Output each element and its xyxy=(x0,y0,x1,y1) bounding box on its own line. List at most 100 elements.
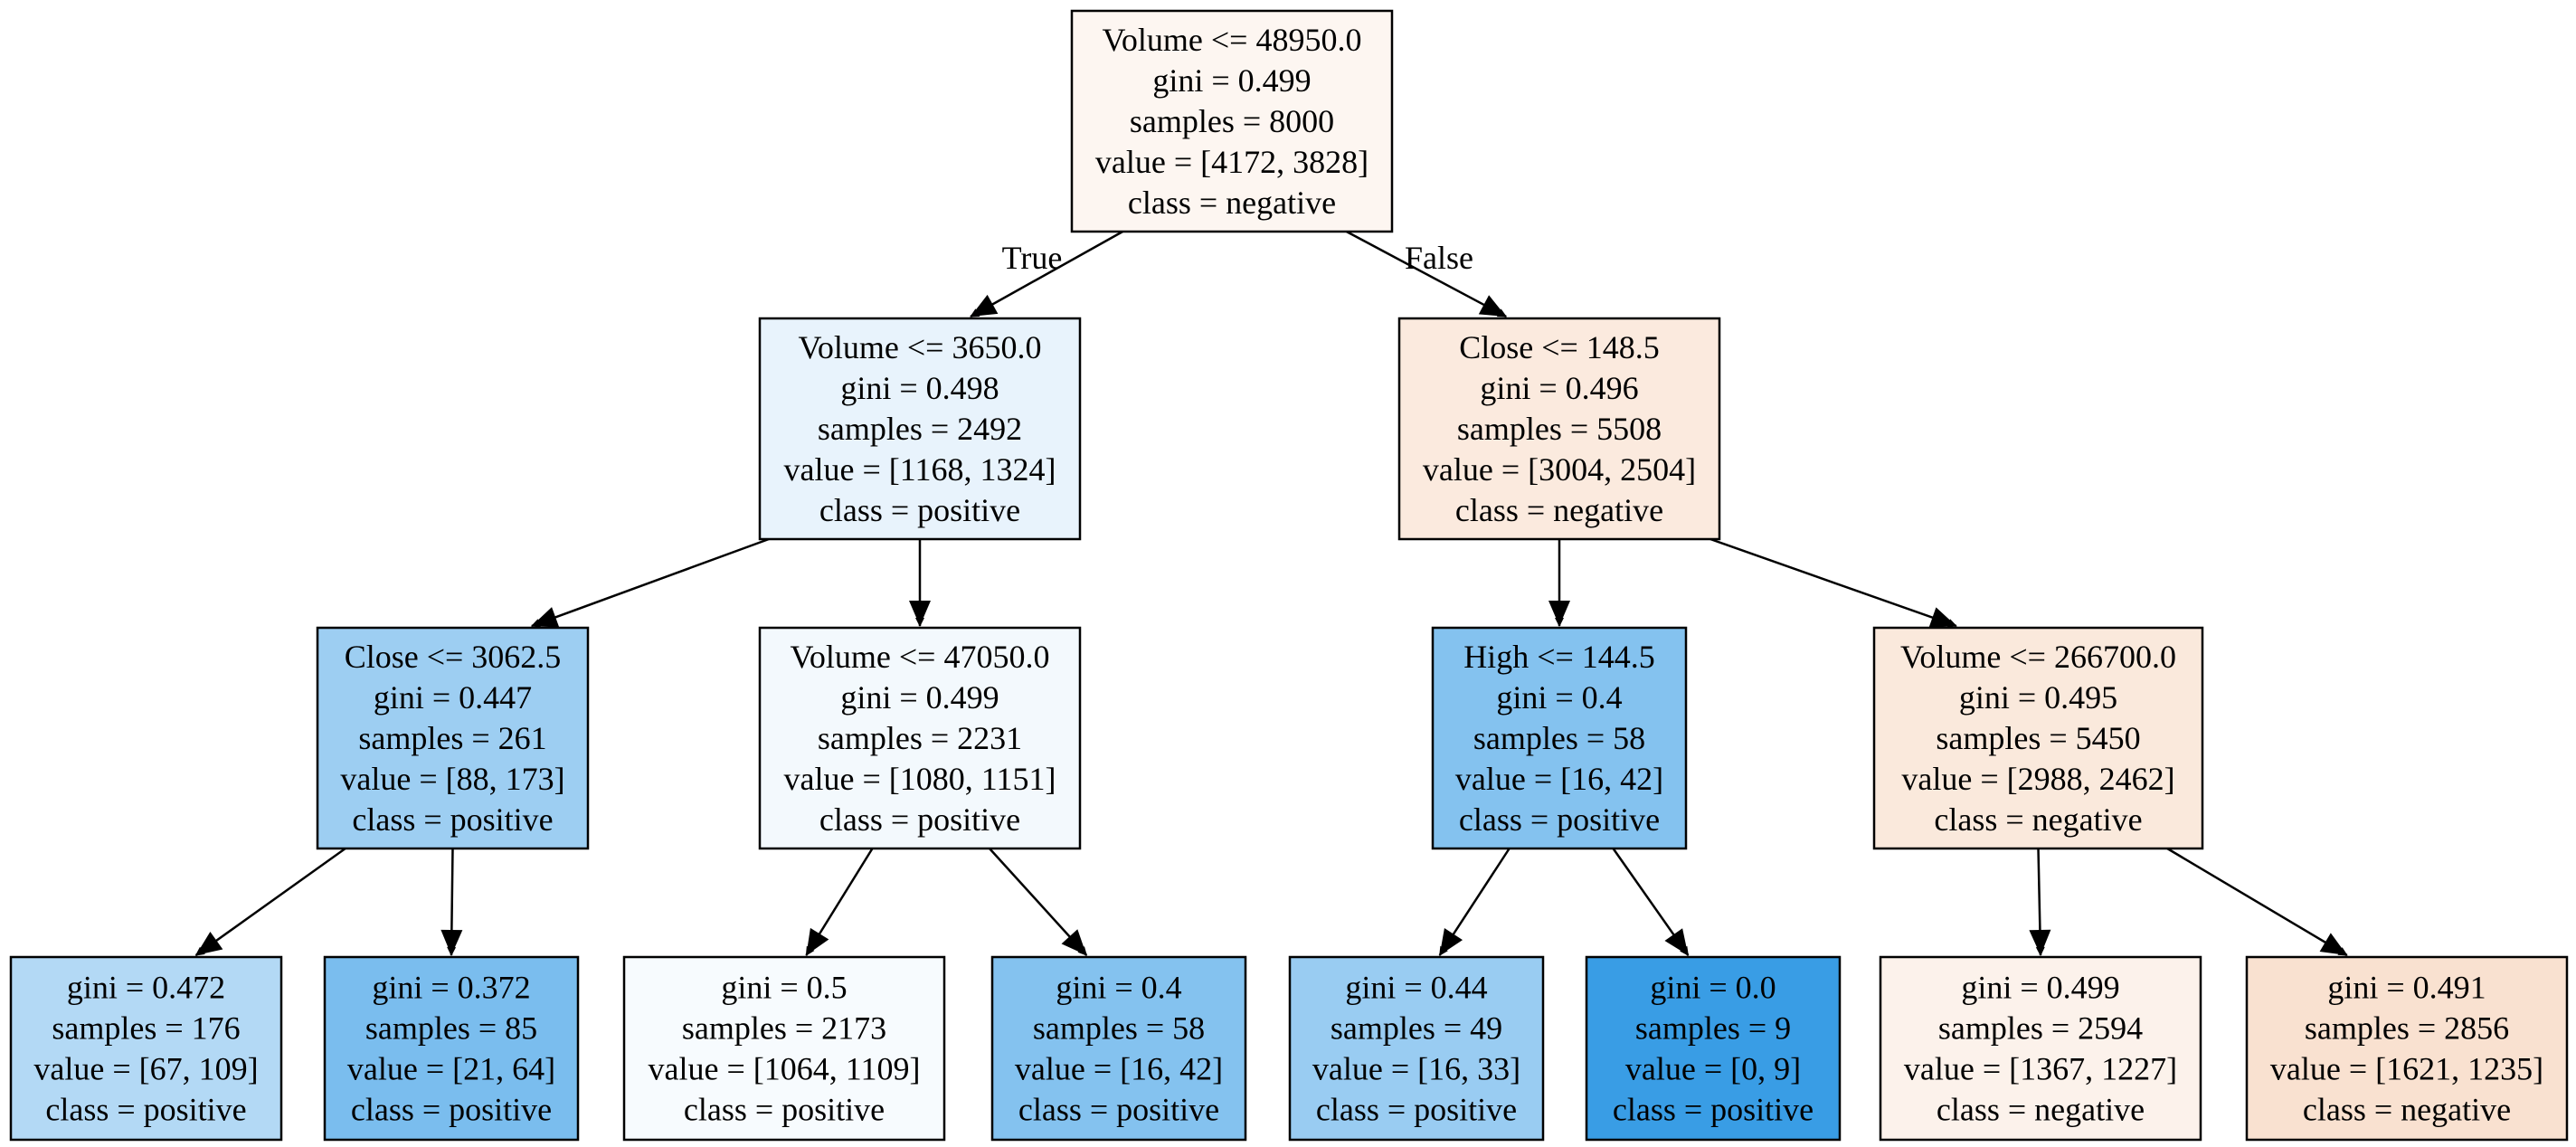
tree-node-box xyxy=(1879,955,2202,1142)
tree-node-root: Volume <= 48950.0 gini = 0.499 samples = 8… xyxy=(1070,9,1394,233)
tree-node-line: gini = 0.472 xyxy=(67,970,225,1006)
tree-node-line: class = negative xyxy=(1455,492,1663,528)
tree-node-line: Volume <= 3650.0 xyxy=(799,329,1042,365)
tree-node-line: Volume <= 266700.0 xyxy=(1900,639,2176,675)
nodes-layer: Volume <= 48950.0 gini = 0.499 samples = 8… xyxy=(9,9,2569,1142)
tree-node-line: samples = 49 xyxy=(1331,1010,1502,1047)
tree-node-line: gini = 0.499 xyxy=(1152,62,1311,99)
tree-edge-root-n2 xyxy=(1346,230,1508,318)
tree-edge-arrowhead xyxy=(195,931,223,955)
tree-node-line: samples = 9 xyxy=(1635,1010,1791,1047)
tree-node-box xyxy=(622,955,946,1142)
tree-node-line: value = [16, 42] xyxy=(1015,1051,1223,1087)
tree-node-l2: gini = 0.372 samples = 85 value = [21, 64]… xyxy=(323,955,580,1142)
tree-node-l5: gini = 0.44 samples = 49 value = [16, 33] c… xyxy=(1288,955,1545,1142)
tree-edge-arrowhead xyxy=(909,601,931,626)
tree-node-line: gini = 0.491 xyxy=(2327,970,2486,1006)
tree-node-line: samples = 5508 xyxy=(1457,411,1662,447)
tree-node-n5: High <= 144.5 gini = 0.4 samples = 58 value… xyxy=(1431,626,1688,850)
tree-node-box xyxy=(323,955,580,1142)
edge-label-true: True xyxy=(1002,240,1063,276)
tree-node-line: value = [16, 33] xyxy=(1312,1051,1520,1087)
tree-edge-arrowhead xyxy=(440,929,463,955)
tree-node-n1: Volume <= 3650.0 gini = 0.498 samples = 24… xyxy=(758,317,1082,541)
tree-node-line: gini = 0.496 xyxy=(1480,370,1638,406)
tree-edge-root-n1 xyxy=(970,230,1123,318)
tree-node-line: samples = 176 xyxy=(52,1010,240,1047)
tree-node-line: gini = 0.499 xyxy=(840,679,999,716)
tree-node-line: value = [4172, 3828] xyxy=(1095,144,1368,180)
tree-node-line: class = positive xyxy=(684,1092,885,1128)
tree-node-line: samples = 85 xyxy=(365,1010,537,1047)
tree-node-line: value = [16, 42] xyxy=(1455,761,1663,797)
tree-node-line: class = positive xyxy=(352,801,553,838)
tree-node-line: class = positive xyxy=(1459,801,1660,838)
tree-node-line: class = positive xyxy=(819,801,1020,838)
tree-node-line: class = positive xyxy=(1613,1092,1814,1128)
tree-node-line: gini = 0.5 xyxy=(721,970,847,1006)
tree-edge-arrowhead xyxy=(1478,295,1507,317)
tree-node-line: gini = 0.499 xyxy=(1961,970,2119,1006)
tree-node-l6: gini = 0.0 samples = 9 value = [0, 9] class… xyxy=(1585,955,1842,1142)
tree-edge-n3-l1 xyxy=(194,847,346,957)
tree-node-line: class = positive xyxy=(819,492,1020,528)
tree-node-l7: gini = 0.499 samples = 2594 value = [1367,… xyxy=(1879,955,2202,1142)
tree-node-box xyxy=(9,955,283,1142)
tree-node-line: gini = 0.4 xyxy=(1496,679,1622,716)
tree-node-line: value = [2988, 2462] xyxy=(1901,761,2174,797)
tree-edge-arrowhead xyxy=(1061,929,1087,955)
tree-node-n3: Close <= 3062.5 gini = 0.447 samples = 261… xyxy=(316,626,590,850)
tree-node-line: value = [67, 109] xyxy=(33,1051,258,1087)
tree-node-line: class = negative xyxy=(1934,801,2142,838)
tree-node-box xyxy=(990,955,1247,1142)
tree-node-box xyxy=(1397,317,1721,541)
tree-node-n2: Close <= 148.5 gini = 0.496 samples = 5508… xyxy=(1397,317,1721,541)
tree-node-line: samples = 2492 xyxy=(818,411,1022,447)
tree-edge-arrowhead xyxy=(2029,929,2051,955)
tree-edge-arrowhead xyxy=(1439,927,1463,955)
tree-node-box xyxy=(2245,955,2569,1142)
tree-node-line: value = [1168, 1324] xyxy=(784,451,1056,488)
tree-node-line: samples = 58 xyxy=(1473,720,1645,756)
tree-node-line: class = positive xyxy=(1316,1092,1517,1128)
tree-edge-arrowhead xyxy=(1548,601,1570,626)
tree-edge-arrowhead xyxy=(971,294,999,317)
tree-node-l4: gini = 0.4 samples = 58 value = [16, 42] cl… xyxy=(990,955,1247,1142)
tree-node-line: High <= 144.5 xyxy=(1463,639,1655,675)
tree-node-line: value = [0, 9] xyxy=(1625,1051,1801,1087)
tree-node-box xyxy=(758,317,1082,541)
tree-node-line: class = negative xyxy=(1937,1092,2145,1128)
tree-node-line: samples = 261 xyxy=(358,720,546,756)
tree-edge-n2-n6 xyxy=(1709,537,1957,628)
tree-node-line: Volume <= 47050.0 xyxy=(791,639,1050,675)
tree-edge-arrowhead xyxy=(1664,928,1689,955)
tree-node-line: samples = 2594 xyxy=(1938,1010,2143,1047)
tree-node-line: gini = 0.44 xyxy=(1345,970,1487,1006)
tree-node-line: value = [1367, 1227] xyxy=(1904,1051,2177,1087)
tree-node-line: class = positive xyxy=(1018,1092,1219,1128)
tree-node-line: samples = 8000 xyxy=(1130,103,1334,139)
tree-node-line: samples = 5450 xyxy=(1936,720,2140,756)
tree-node-n6: Volume <= 266700.0 gini = 0.495 samples = … xyxy=(1872,626,2204,850)
tree-node-line: gini = 0.498 xyxy=(840,370,999,406)
tree-node-line: samples = 2856 xyxy=(2305,1010,2509,1047)
tree-node-line: value = [21, 64] xyxy=(347,1051,555,1087)
tree-node-box xyxy=(316,626,590,850)
tree-node-line: value = [3004, 2504] xyxy=(1423,451,1696,488)
tree-node-l3: gini = 0.5 samples = 2173 value = [1064, 1… xyxy=(622,955,946,1142)
tree-node-line: gini = 0.372 xyxy=(372,970,530,1006)
tree-edge-arrowhead xyxy=(2319,933,2347,955)
tree-node-line: Close <= 148.5 xyxy=(1459,329,1660,365)
tree-node-line: samples = 2231 xyxy=(818,720,1022,756)
tree-node-line: class = positive xyxy=(351,1092,552,1128)
tree-edge-arrowhead xyxy=(806,927,829,955)
tree-edge-n6-l8 xyxy=(2166,847,2348,957)
tree-node-line: Close <= 3062.5 xyxy=(345,639,562,675)
tree-node-l1: gini = 0.472 samples = 176 value = [67, 10… xyxy=(9,955,283,1142)
tree-node-line: Volume <= 48950.0 xyxy=(1103,22,1362,58)
tree-node-box xyxy=(1872,626,2204,850)
tree-node-line: samples = 2173 xyxy=(682,1010,886,1047)
tree-node-line: value = [1080, 1151] xyxy=(784,761,1056,797)
tree-node-line: samples = 58 xyxy=(1033,1010,1205,1047)
